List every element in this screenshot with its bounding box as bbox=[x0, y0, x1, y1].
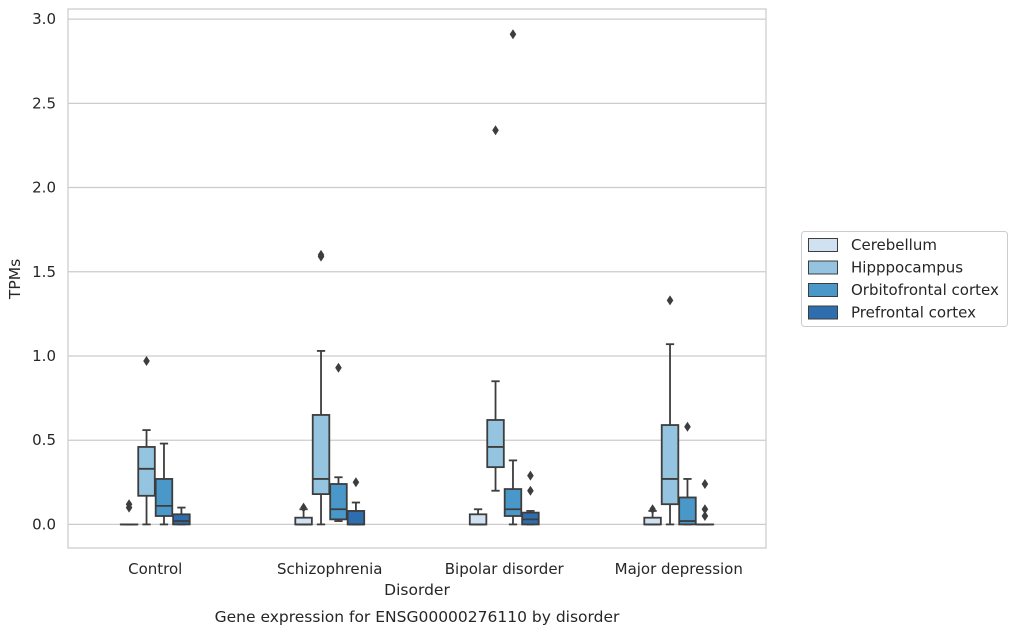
flier-point bbox=[300, 502, 307, 513]
box-group bbox=[346, 477, 366, 526]
box bbox=[137, 446, 156, 497]
x-tick-label: Control bbox=[128, 560, 182, 578]
box-layer bbox=[119, 29, 715, 526]
flier-point bbox=[509, 29, 517, 40]
flier-point bbox=[317, 249, 325, 260]
box-group bbox=[154, 442, 174, 526]
box bbox=[643, 516, 662, 526]
box bbox=[503, 488, 523, 517]
box bbox=[311, 414, 331, 496]
y-tick-labels: 0.0 0.5 1.0 1.5 2.0 2.5 3.0 bbox=[32, 10, 56, 533]
box bbox=[678, 496, 697, 526]
legend-frame bbox=[801, 231, 1008, 327]
box-group bbox=[678, 421, 697, 526]
gridlines bbox=[68, 18, 766, 526]
x-tick-label: Bipolar disorder bbox=[445, 560, 565, 578]
box bbox=[486, 419, 505, 469]
box bbox=[346, 510, 366, 526]
flier-point bbox=[143, 356, 150, 367]
y-axis-title: TPMs bbox=[6, 259, 24, 300]
y-tick-label: 2.5 bbox=[32, 94, 56, 112]
flier-point bbox=[666, 295, 674, 306]
plot-frame bbox=[67, 8, 767, 549]
box-group bbox=[468, 508, 488, 526]
y-tick-label: 0.0 bbox=[32, 515, 56, 533]
legend-swatch bbox=[808, 305, 838, 320]
flier-point bbox=[352, 477, 360, 488]
x-tick-label: Major depression bbox=[615, 560, 743, 578]
flier-point bbox=[125, 499, 133, 510]
box-group bbox=[294, 502, 313, 526]
box-group bbox=[521, 470, 540, 526]
chart-caption: Gene expression for ENSG00000276110 by d… bbox=[215, 608, 620, 626]
y-tick-label: 0.5 bbox=[32, 431, 56, 449]
y-tick-label: 3.0 bbox=[32, 10, 56, 28]
box bbox=[660, 424, 680, 506]
legend-swatch bbox=[808, 283, 838, 297]
flier-point bbox=[492, 125, 499, 136]
box bbox=[468, 513, 488, 526]
box bbox=[329, 483, 348, 521]
box-group bbox=[660, 295, 680, 526]
box-group bbox=[137, 356, 156, 526]
box bbox=[154, 478, 174, 517]
legend: Cerebellum Hipppocampus Orbitofrontal cort… bbox=[801, 231, 1008, 327]
legend-label: Cerebellum bbox=[851, 236, 937, 254]
flier-point bbox=[527, 470, 534, 481]
x-tick-labels: Control Schizophrenia Bipolar disorder Majo… bbox=[128, 560, 743, 578]
box-group bbox=[695, 478, 715, 526]
y-tick-label: 1.5 bbox=[32, 263, 56, 281]
box-group bbox=[329, 362, 348, 522]
legend-label: Prefrontal cortex bbox=[851, 304, 976, 322]
y-tick-label: 2.0 bbox=[32, 179, 56, 197]
box bbox=[172, 513, 191, 526]
x-tick-label: Schizophrenia bbox=[277, 560, 382, 578]
box-group bbox=[119, 499, 139, 526]
box bbox=[294, 516, 313, 526]
box-group bbox=[643, 504, 662, 526]
flier-point bbox=[649, 504, 656, 515]
legend-swatch bbox=[808, 260, 838, 275]
box-group bbox=[503, 29, 523, 526]
legend-label: Orbitofrontal cortex bbox=[851, 281, 999, 299]
box-group bbox=[486, 125, 505, 492]
flier-point bbox=[701, 478, 709, 489]
box-group bbox=[172, 506, 191, 526]
flier-point bbox=[684, 421, 691, 432]
flier-point bbox=[701, 504, 709, 515]
flier-point bbox=[701, 510, 709, 521]
flier-point bbox=[527, 485, 534, 496]
box-group bbox=[311, 249, 331, 526]
x-axis-title: Disorder bbox=[384, 581, 450, 599]
legend-swatch bbox=[808, 238, 838, 252]
flier-point bbox=[335, 362, 342, 373]
legend-label: Hipppocampus bbox=[851, 259, 963, 277]
y-tick-label: 1.0 bbox=[32, 347, 56, 365]
